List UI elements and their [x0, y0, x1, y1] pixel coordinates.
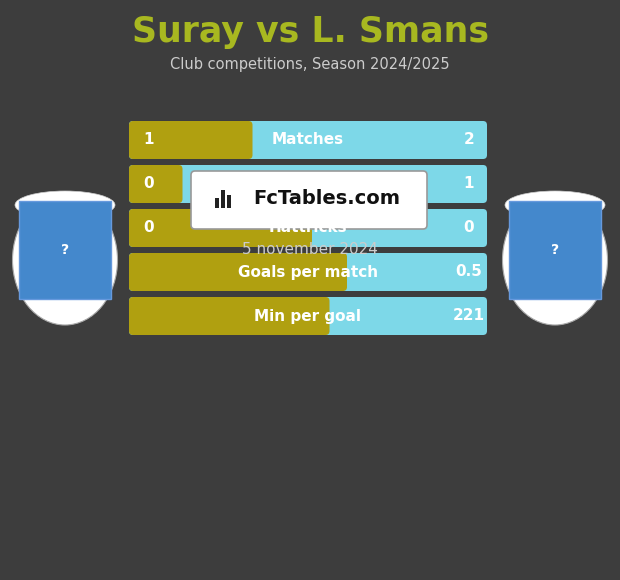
Text: 0: 0 [464, 220, 474, 235]
Text: 1: 1 [464, 176, 474, 191]
FancyBboxPatch shape [129, 253, 487, 291]
Bar [215, 198, 219, 208]
FancyBboxPatch shape [129, 121, 252, 159]
Text: Goals: Goals [285, 176, 332, 191]
FancyBboxPatch shape [191, 171, 427, 229]
Bar [242, 125, 249, 155]
Text: 0: 0 [144, 220, 154, 235]
FancyBboxPatch shape [129, 165, 182, 203]
FancyBboxPatch shape [129, 253, 347, 291]
Bar [319, 301, 326, 331]
Text: 5 november 2024: 5 november 2024 [242, 242, 378, 258]
Bar [227, 195, 231, 208]
Text: ?: ? [61, 243, 69, 257]
Text: FcTables.com: FcTables.com [254, 190, 401, 208]
Text: Goals per match: Goals per match [238, 264, 378, 280]
Ellipse shape [502, 195, 608, 325]
Ellipse shape [39, 224, 91, 276]
Text: 1: 1 [144, 132, 154, 147]
Text: Club competitions, Season 2024/2025: Club competitions, Season 2024/2025 [170, 56, 450, 71]
Ellipse shape [12, 195, 118, 325]
Bar [172, 169, 179, 199]
Ellipse shape [505, 191, 605, 219]
Text: Hattricks: Hattricks [268, 220, 347, 235]
Text: 0: 0 [144, 176, 154, 191]
Text: Matches: Matches [272, 132, 344, 147]
Text: Suray vs L. Smans: Suray vs L. Smans [131, 15, 489, 49]
Bar [221, 190, 225, 208]
FancyBboxPatch shape [129, 165, 487, 203]
FancyBboxPatch shape [129, 209, 487, 247]
Bar [337, 257, 343, 287]
FancyBboxPatch shape [129, 297, 329, 335]
Text: Min per goal: Min per goal [254, 309, 361, 324]
Text: 2: 2 [464, 132, 474, 147]
Ellipse shape [15, 191, 115, 219]
FancyBboxPatch shape [129, 297, 487, 335]
Text: 221: 221 [453, 309, 485, 324]
Ellipse shape [529, 224, 581, 276]
Text: ?: ? [551, 243, 559, 257]
Text: 0.5: 0.5 [456, 264, 482, 280]
FancyBboxPatch shape [129, 121, 487, 159]
FancyBboxPatch shape [129, 209, 312, 247]
Bar [302, 213, 308, 243]
